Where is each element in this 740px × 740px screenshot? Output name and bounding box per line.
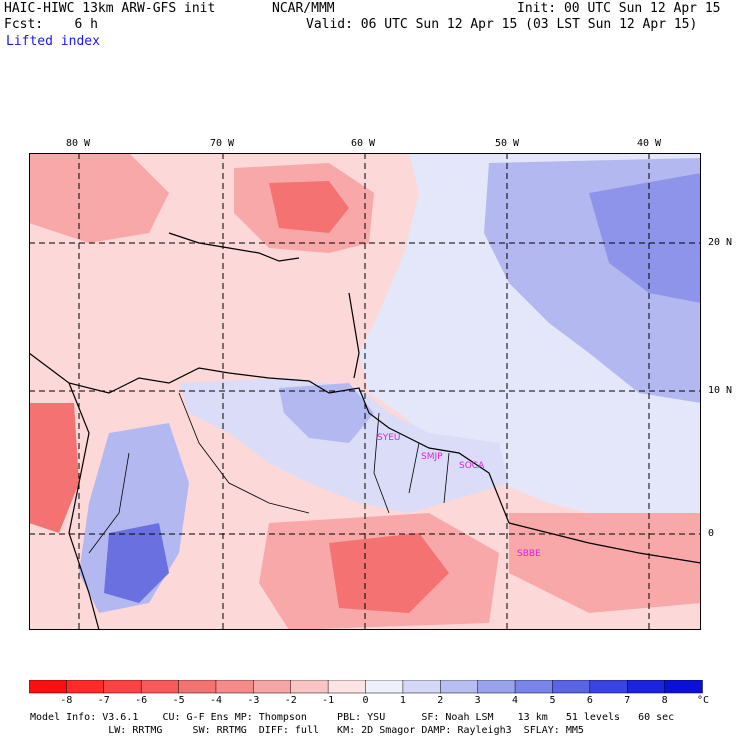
- colorbar-tick-label: -6: [135, 695, 148, 706]
- border-andes: [88, 452, 130, 554]
- field-name: Lifted index: [6, 34, 100, 49]
- forecast-hour: Fcst: 6 h: [4, 17, 98, 32]
- colorbar-unit: °C: [697, 695, 710, 706]
- border-colombia-venezuela: [178, 392, 310, 514]
- unstable-region-south-atlantic: [509, 513, 701, 613]
- lon-label-80w: 80 W: [66, 138, 91, 149]
- colorbar-tick-label: 4: [512, 695, 519, 706]
- model-title: HAIC-HIWC 13km ARW-GFS init: [4, 1, 216, 16]
- coastlines: [29, 232, 701, 630]
- border-guyana: [373, 412, 390, 514]
- org-label: NCAR/MMM: [272, 1, 335, 16]
- lon-label-70w: 70 W: [210, 138, 235, 149]
- colorbar-tick-label: -5: [172, 695, 185, 706]
- colorbar-tick-label: 1: [399, 695, 406, 706]
- colorbar-tick-label: -1: [322, 695, 335, 706]
- colorbar-swatch: [66, 680, 105, 694]
- colorbar-tick-label: -7: [97, 695, 110, 706]
- colorbar-tick-label: 6: [586, 695, 593, 706]
- lat-lon-grid: [29, 153, 701, 630]
- colorbar-swatch: [178, 680, 217, 694]
- border-suriname: [408, 442, 420, 494]
- coast-brazil: [508, 522, 701, 564]
- colorbar-swatch: [29, 680, 68, 694]
- lon-label-60w: 60 W: [351, 138, 376, 149]
- lon-label-50w: 50 W: [495, 138, 520, 149]
- colorbar-swatch: [514, 680, 554, 694]
- colorbar-swatch: [103, 680, 142, 694]
- colorbar-tick-label: -4: [209, 695, 222, 706]
- colorbar: [29, 680, 703, 694]
- stable-core-venezuela: [279, 383, 374, 443]
- colorbar-swatch: [477, 680, 516, 694]
- unstable-region-pacific: [29, 403, 79, 533]
- colorbar-swatch: [664, 680, 703, 694]
- station-smjp: SMJP: [421, 452, 443, 462]
- colorbar-tick-label: 2: [437, 695, 444, 706]
- colorbar-tick-label: -2: [284, 695, 297, 706]
- colorbar-swatch: [253, 680, 292, 694]
- colorbar-swatch: [440, 680, 479, 694]
- coast-lesser-antilles: [348, 292, 360, 379]
- init-time: Init: 00 UTC Sun 12 Apr 15: [517, 1, 721, 16]
- lon-label-40w: 40 W: [637, 138, 662, 149]
- colorbar-swatch: [327, 680, 367, 694]
- coast-hispaniola: [168, 232, 300, 262]
- model-info-line2: LW: RRTMG SW: RRTMG DIFF: full KM: 2D Sm…: [30, 725, 584, 736]
- lat-label-20n: 20 N: [708, 237, 733, 248]
- stable-max-east: [589, 173, 701, 303]
- coast-south-america-north: [29, 352, 510, 524]
- unstable-core-atlantic: [269, 181, 349, 233]
- colorbar-swatch: [552, 680, 591, 694]
- colorbar-tick-label: 0: [362, 695, 369, 706]
- colorbar-tick-label: 5: [549, 695, 556, 706]
- colorbar-tick-label: 8: [661, 695, 668, 706]
- colorbar-swatch: [140, 680, 180, 694]
- colorbar-tick-label: 3: [474, 695, 481, 706]
- colorbar-swatch: [589, 680, 628, 694]
- model-info-line1: Model Info: V3.6.1 CU: G-F Ens MP: Thomp…: [30, 712, 675, 723]
- lat-label-eq: 0: [708, 528, 715, 539]
- stable-region-guiana: [179, 378, 509, 513]
- border-french-guiana: [443, 452, 450, 504]
- lat-label-10n: 10 N: [708, 385, 733, 396]
- coast-pacific: [68, 382, 100, 630]
- colorbar-tick-label: -3: [247, 695, 260, 706]
- valid-time: Valid: 06 UTC Sun 12 Apr 15 (03 LST Sun …: [306, 17, 698, 32]
- colorbar-swatch: [402, 680, 442, 694]
- country-borders: [88, 392, 450, 554]
- colorbar-swatch: [365, 680, 404, 694]
- colorbar-swatch: [215, 680, 255, 694]
- lifted-index-map: SYEU SMJP SOCA SBBE: [29, 153, 701, 630]
- station-soca: SOCA: [459, 461, 485, 471]
- colorbar-tick-label: 7: [624, 695, 631, 706]
- unstable-region-caribbean: [29, 153, 169, 243]
- unstable-core-amazon: [329, 533, 449, 613]
- colorbar-tick-label: -8: [60, 695, 73, 706]
- stable-core-andes: [104, 523, 169, 603]
- map-border: [29, 153, 701, 630]
- station-syeu: SYEU: [377, 433, 400, 443]
- colorbar-swatch: [626, 680, 666, 694]
- colorbar-swatch: [290, 680, 329, 694]
- station-sbbe: SBBE: [517, 549, 541, 559]
